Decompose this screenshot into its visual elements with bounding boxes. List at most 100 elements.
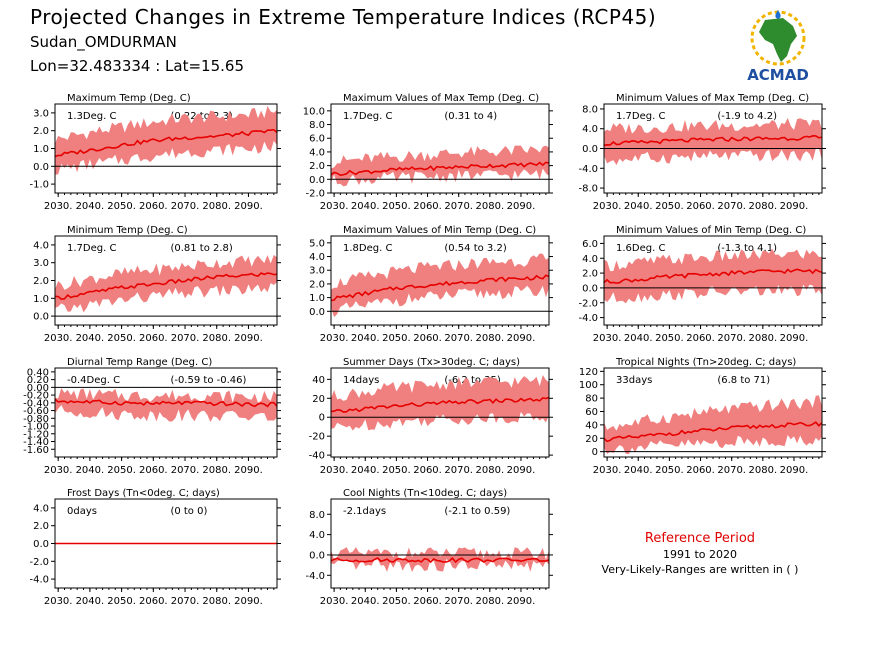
y-tick-label: 4.0 — [582, 254, 598, 265]
y-tick-label: 0 — [592, 447, 598, 458]
x-tick-label: 2080. — [749, 333, 778, 344]
x-tick-label: 2080. — [476, 596, 505, 607]
chart-range: (6.8 to 71) — [717, 375, 770, 386]
chart-title: Cool Nights (Tn<10deg. C; days) — [343, 488, 507, 499]
y-tick-label: 10.0 — [303, 106, 325, 117]
chart-range: (-1.3 to 4.1) — [717, 243, 777, 254]
x-tick-label: 2090. — [234, 596, 263, 607]
x-tick-label: 2030. — [44, 596, 73, 607]
x-tick-label: 2080. — [202, 201, 231, 212]
y-tick-label: 2.0 — [309, 161, 325, 172]
chart-title: Tropical Nights (Tn>20deg. C; days) — [615, 357, 796, 368]
x-tick-label: 2040. — [76, 201, 105, 212]
y-tick-label: 2.0 — [33, 521, 49, 532]
y-tick-label: 4.0 — [309, 530, 325, 541]
y-tick-label: -1.60 — [23, 445, 49, 456]
chart-stat: 1.7Deg. C — [67, 243, 116, 254]
x-tick-label: 2030. — [44, 465, 73, 476]
x-tick-label: 2070. — [717, 465, 746, 476]
logo-text: ACMAD — [747, 66, 809, 84]
y-tick-label: 120 — [579, 367, 598, 378]
y-tick-label: 0.20 — [27, 375, 49, 386]
x-tick-label: 2030. — [320, 596, 349, 607]
y-tick-label: 6.0 — [582, 239, 598, 250]
x-tick-label: 2040. — [76, 333, 105, 344]
y-tick-label: -0.60 — [23, 406, 49, 417]
x-tick-label: 2050. — [382, 465, 411, 476]
y-tick-label: 4.0 — [33, 503, 49, 514]
x-tick-label: 2070. — [171, 596, 200, 607]
x-tick-label: 2080. — [749, 201, 778, 212]
x-tick-label: 2060. — [413, 333, 442, 344]
chart-range: (0 to 0) — [170, 506, 207, 517]
range-band — [331, 145, 549, 187]
x-tick-label: 2040. — [351, 201, 380, 212]
x-tick-label: 2040. — [351, 465, 380, 476]
y-tick-label: -4.0 — [305, 571, 325, 582]
chart-title: Minimum Temp (Deg. C) — [67, 225, 188, 236]
range-band — [331, 253, 549, 318]
y-tick-label: 0.0 — [309, 175, 325, 186]
range-band — [331, 547, 549, 572]
x-tick-label: 2090. — [234, 333, 263, 344]
y-tick-label: 0.0 — [33, 539, 49, 550]
chart-stat: 1.7Deg. C — [616, 111, 665, 122]
x-tick-label: 2030. — [593, 201, 622, 212]
x-tick-label: 2030. — [593, 465, 622, 476]
y-tick-label: 0.0 — [33, 162, 49, 173]
x-tick-label: 2060. — [686, 333, 715, 344]
x-tick-label: 2060. — [139, 201, 168, 212]
y-tick-label: 4.0 — [309, 147, 325, 158]
series-line — [603, 421, 823, 443]
y-tick-label: 4.0 — [33, 240, 49, 251]
x-tick-label: 2040. — [76, 596, 105, 607]
chart-title: Maximum Values of Min Temp (Deg. C) — [343, 225, 536, 236]
y-tick-label: 0.0 — [309, 307, 325, 318]
x-tick-label: 2060. — [686, 201, 715, 212]
y-tick-label: -40 — [309, 451, 325, 462]
x-tick-label: 2040. — [76, 465, 105, 476]
x-tick-label: 2040. — [351, 333, 380, 344]
y-tick-label: 20 — [585, 434, 598, 445]
y-tick-label: -0.20 — [23, 391, 49, 402]
y-tick-label: 2.0 — [582, 269, 598, 280]
chart-diurnal-temp-range: Diurnal Temp Range (Deg. C) -0.4Deg. C (-0… — [23, 357, 281, 476]
y-tick-label: 20 — [312, 394, 325, 405]
series-line — [330, 557, 550, 564]
chart-stat: 1.7Deg. C — [343, 111, 392, 122]
x-tick-label: 2030. — [44, 201, 73, 212]
series-line — [603, 135, 823, 147]
x-tick-label: 2050. — [655, 333, 684, 344]
x-tick-label: 2070. — [171, 465, 200, 476]
x-tick-label: 2090. — [507, 465, 536, 476]
y-tick-label: 8.0 — [309, 510, 325, 521]
y-tick-label: 4.0 — [309, 252, 325, 263]
x-tick-label: 2030. — [320, 333, 349, 344]
x-tick-label: 2090. — [507, 333, 536, 344]
y-tick-label: 100 — [579, 380, 598, 391]
series-line — [54, 398, 278, 408]
x-tick-label: 2040. — [624, 333, 653, 344]
chart-tropical-nights: Tropical Nights (Tn>20deg. C; days) 33day… — [579, 357, 826, 476]
y-tick-label: 40 — [312, 375, 325, 386]
chart-stat: -0.4Deg. C — [67, 375, 120, 386]
y-tick-label: -4.0 — [578, 164, 598, 175]
chart-max-of-max-temp: Maximum Values of Max Temp (Deg. C) 1.7De… — [303, 93, 553, 212]
x-tick-label: 2060. — [139, 596, 168, 607]
x-tick-label: 2070. — [717, 201, 746, 212]
chart-range: (-6.2 to 35) — [444, 375, 501, 386]
x-tick-label: 2070. — [444, 201, 473, 212]
series-line — [330, 274, 550, 302]
y-tick-label: 8.0 — [582, 104, 598, 115]
chart-min-of-max-temp: Minimum Values of Max Temp (Deg. C) 1.7De… — [578, 93, 826, 212]
y-tick-label: -2.0 — [305, 189, 325, 200]
chart-range: (-0.59 to -0.46) — [170, 375, 246, 386]
x-tick-label: 2080. — [476, 201, 505, 212]
x-tick-label: 2090. — [234, 201, 263, 212]
x-tick-label: 2080. — [202, 465, 231, 476]
chart-stat: 1.6Deg. C — [616, 243, 665, 254]
range-band — [55, 388, 277, 423]
x-tick-label: 2080. — [476, 333, 505, 344]
x-tick-label: 2090. — [780, 201, 809, 212]
